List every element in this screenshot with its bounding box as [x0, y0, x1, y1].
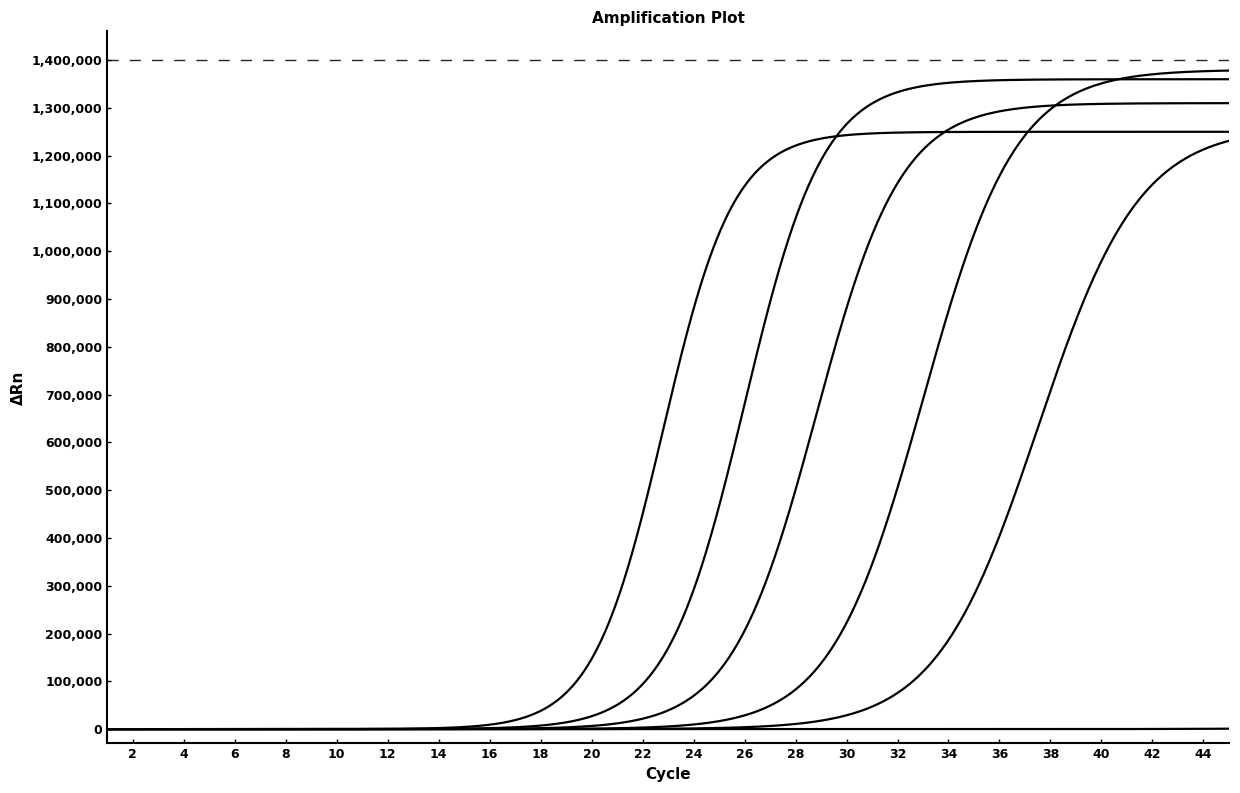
Y-axis label: ΔRn: ΔRn — [11, 370, 26, 404]
X-axis label: Cycle: Cycle — [645, 767, 691, 782]
Title: Amplification Plot: Amplification Plot — [591, 11, 744, 26]
